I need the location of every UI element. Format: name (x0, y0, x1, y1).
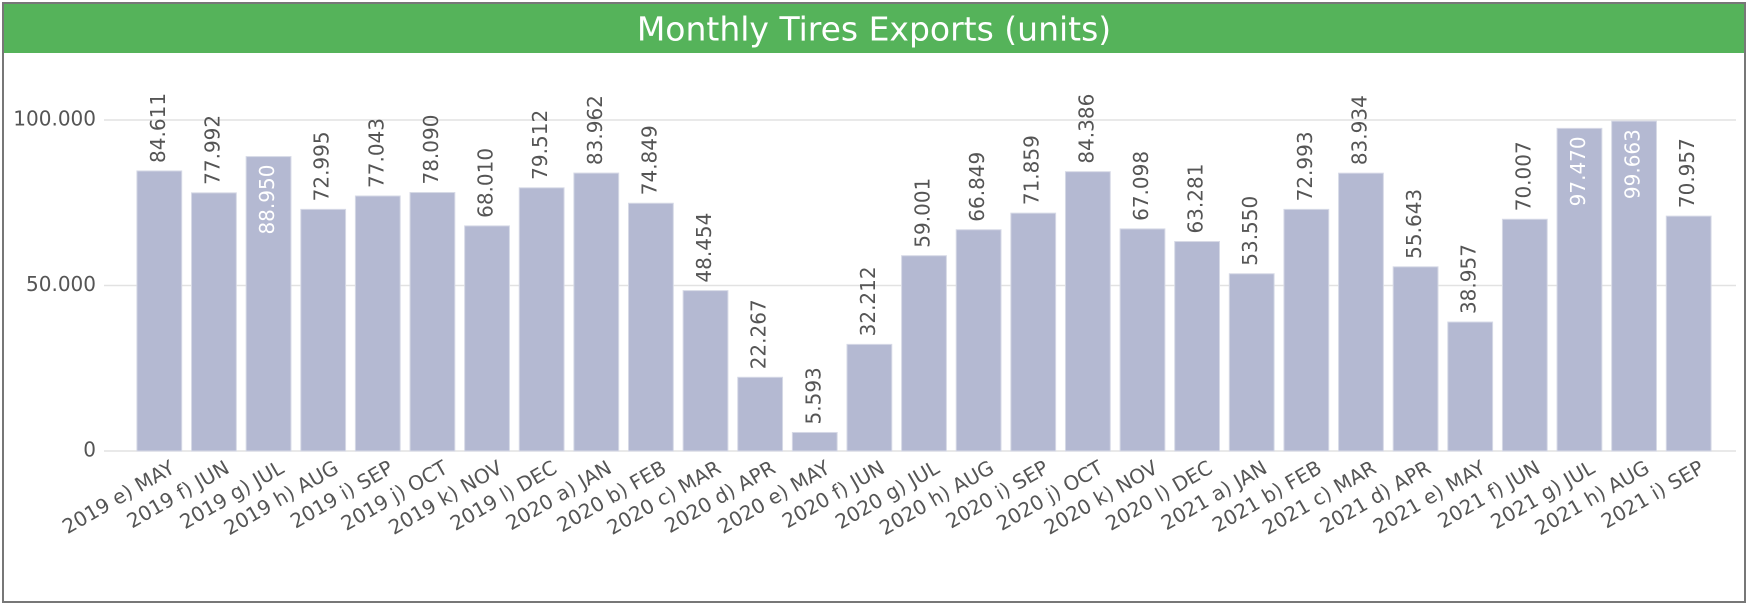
bar (136, 170, 183, 452)
chart-title: Monthly Tires Exports (units) (637, 10, 1111, 49)
bar (1556, 127, 1603, 452)
bar (573, 172, 620, 452)
bar (1392, 266, 1439, 452)
value-label: 83.934 (1347, 95, 1371, 165)
value-label: 84.611 (146, 93, 170, 163)
value-label: 78.090 (419, 115, 443, 185)
bar (1447, 321, 1494, 452)
bar (1119, 228, 1166, 452)
bar (791, 431, 838, 452)
y-tick-label: 0 (83, 438, 96, 462)
bar (1228, 273, 1275, 452)
bar (901, 255, 947, 452)
bar (1174, 241, 1220, 452)
bar (518, 187, 565, 452)
bar (628, 202, 674, 452)
bar (354, 195, 401, 452)
value-label: 59.001 (911, 178, 935, 248)
value-label: 88.950 (255, 165, 279, 235)
value-label: 72.995 (310, 131, 334, 201)
bar (464, 225, 510, 452)
value-label: 99.663 (1621, 129, 1645, 199)
bar (682, 290, 729, 452)
bar (245, 156, 292, 452)
value-label: 68.010 (474, 148, 498, 218)
bar (955, 229, 1002, 452)
value-label: 63.281 (1184, 164, 1208, 234)
bar (1064, 171, 1111, 452)
bar (1665, 215, 1712, 452)
value-label: 66.849 (965, 152, 989, 222)
value-label: 32.212 (856, 266, 880, 336)
value-label: 38.957 (1457, 244, 1481, 314)
value-label: 97.470 (1566, 136, 1590, 206)
value-label: 71.859 (1020, 135, 1044, 205)
value-label: 72.993 (1293, 131, 1317, 201)
title-bar (4, 4, 1744, 53)
value-label: 70.957 (1675, 138, 1699, 208)
bar (1611, 120, 1657, 452)
y-tick-label: 100.000 (13, 107, 96, 131)
bar (1338, 172, 1384, 452)
value-label: 67.098 (1129, 151, 1153, 221)
bar (191, 192, 237, 452)
bar (1010, 212, 1057, 452)
value-label: 84.386 (1074, 94, 1098, 164)
bar (1283, 208, 1330, 452)
value-label: 77.992 (200, 115, 224, 185)
value-label: 5.593 (801, 367, 825, 424)
bar (1501, 218, 1548, 452)
bar (300, 208, 347, 452)
value-label: 83.962 (583, 95, 607, 165)
y-tick-label: 50.000 (26, 272, 96, 296)
value-label: 74.849 (637, 125, 661, 195)
value-label: 48.454 (692, 213, 716, 283)
value-label: 22.267 (747, 299, 771, 369)
value-label: 53.550 (1238, 196, 1262, 266)
value-label: 79.512 (528, 110, 552, 180)
bar (409, 192, 456, 452)
value-label: 55.643 (1402, 189, 1426, 259)
bar (846, 343, 893, 452)
value-label: 77.043 (364, 118, 388, 188)
bar (737, 376, 784, 452)
value-label: 70.007 (1511, 141, 1535, 211)
